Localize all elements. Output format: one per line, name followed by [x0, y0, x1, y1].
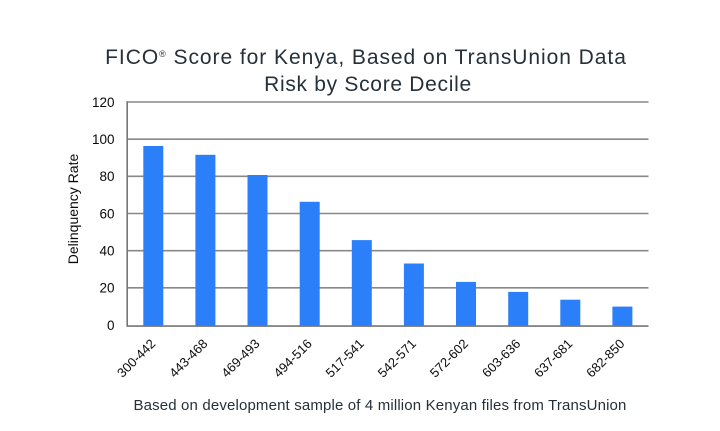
svg-text:20: 20 — [99, 281, 114, 296]
svg-text:517-541: 517-541 — [323, 336, 367, 380]
svg-text:637-681: 637-681 — [531, 336, 575, 380]
svg-text:682-850: 682-850 — [583, 336, 627, 380]
svg-text:FICO® Score for Kenya, Based o: FICO® Score for Kenya, Based on TransUni… — [105, 46, 627, 69]
svg-text:80: 80 — [99, 169, 114, 184]
svg-text:Risk by Score Decile: Risk by Score Decile — [264, 73, 472, 96]
svg-text:40: 40 — [99, 244, 114, 259]
svg-text:60: 60 — [99, 206, 114, 221]
svg-text:120: 120 — [92, 95, 115, 110]
svg-text:603-636: 603-636 — [479, 336, 523, 380]
svg-text:542-571: 542-571 — [375, 336, 419, 380]
svg-text:469-493: 469-493 — [218, 336, 262, 380]
svg-text:300-442: 300-442 — [114, 336, 158, 380]
svg-text:572-602: 572-602 — [427, 336, 471, 380]
svg-text:Delinquency Rate: Delinquency Rate — [65, 154, 81, 265]
svg-text:443-468: 443-468 — [166, 336, 210, 380]
svg-text:494-516: 494-516 — [270, 336, 314, 380]
svg-text:100: 100 — [92, 132, 115, 147]
svg-text:Based on development sample of: Based on development sample of 4 million… — [133, 397, 626, 414]
svg-text:0: 0 — [107, 318, 115, 333]
